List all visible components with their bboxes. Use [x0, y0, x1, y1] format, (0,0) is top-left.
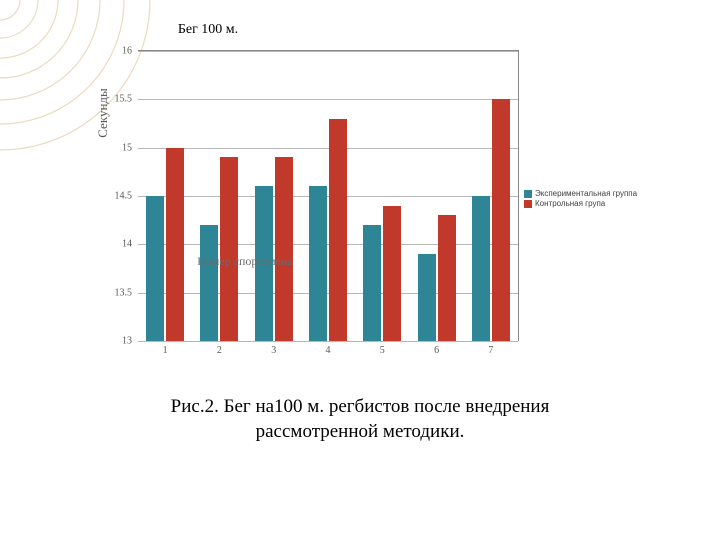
y-tick-label: 15.5 — [115, 94, 139, 105]
gridline — [138, 148, 518, 149]
chart-legend: Экспериментальная группаКонтрольная груп… — [524, 189, 637, 209]
y-tick-label: 14.5 — [115, 191, 139, 202]
y-tick-label: 16 — [122, 46, 138, 57]
x-tick-label: 7 — [488, 341, 493, 356]
bar — [383, 206, 401, 341]
bar — [329, 119, 347, 341]
bar — [492, 99, 510, 341]
x-tick-label: 3 — [271, 341, 276, 356]
legend-swatch — [524, 200, 532, 208]
y-tick-label: 14 — [122, 239, 138, 250]
legend-item: Контрольная група — [524, 199, 637, 208]
gridline — [138, 244, 518, 245]
x-tick-label: 4 — [326, 341, 331, 356]
gridline — [138, 51, 518, 52]
legend-label: Экспериментальная группа — [535, 189, 637, 198]
bar — [220, 157, 238, 341]
bar — [200, 225, 218, 341]
bar — [363, 225, 381, 341]
gridline — [138, 99, 518, 100]
bar — [472, 196, 490, 341]
gridline — [138, 196, 518, 197]
x-tick-label: 1 — [163, 341, 168, 356]
y-axis-label: Секунды — [95, 88, 111, 138]
bar — [418, 254, 436, 341]
x-tick-label: 6 — [434, 341, 439, 356]
bar-chart-plot: 1313.51414.51515.5161234567Номер спортсм… — [138, 50, 519, 341]
figure-caption: Рис.2. Бег на100 м. регбистов после внед… — [0, 395, 720, 444]
bar — [309, 186, 327, 341]
bar — [146, 196, 164, 341]
x-tick-label: 2 — [217, 341, 222, 356]
caption-line: Рис.2. Бег на100 м. регбистов после внед… — [0, 395, 720, 420]
y-tick-label: 15 — [122, 142, 138, 153]
bar — [275, 157, 293, 341]
chart-title: Бег 100 м. — [108, 22, 308, 38]
x-tick-label: 5 — [380, 341, 385, 356]
gridline — [138, 293, 518, 294]
x-axis-label-inline: Номер спортсмена — [197, 254, 292, 269]
legend-label: Контрольная група — [535, 199, 605, 208]
y-tick-label: 13 — [122, 336, 138, 347]
bar — [438, 215, 456, 341]
caption-line: рассмотренной методики. — [0, 420, 720, 445]
bar — [166, 148, 184, 341]
legend-item: Экспериментальная группа — [524, 189, 637, 198]
y-tick-label: 13.5 — [115, 287, 139, 298]
legend-swatch — [524, 190, 532, 198]
